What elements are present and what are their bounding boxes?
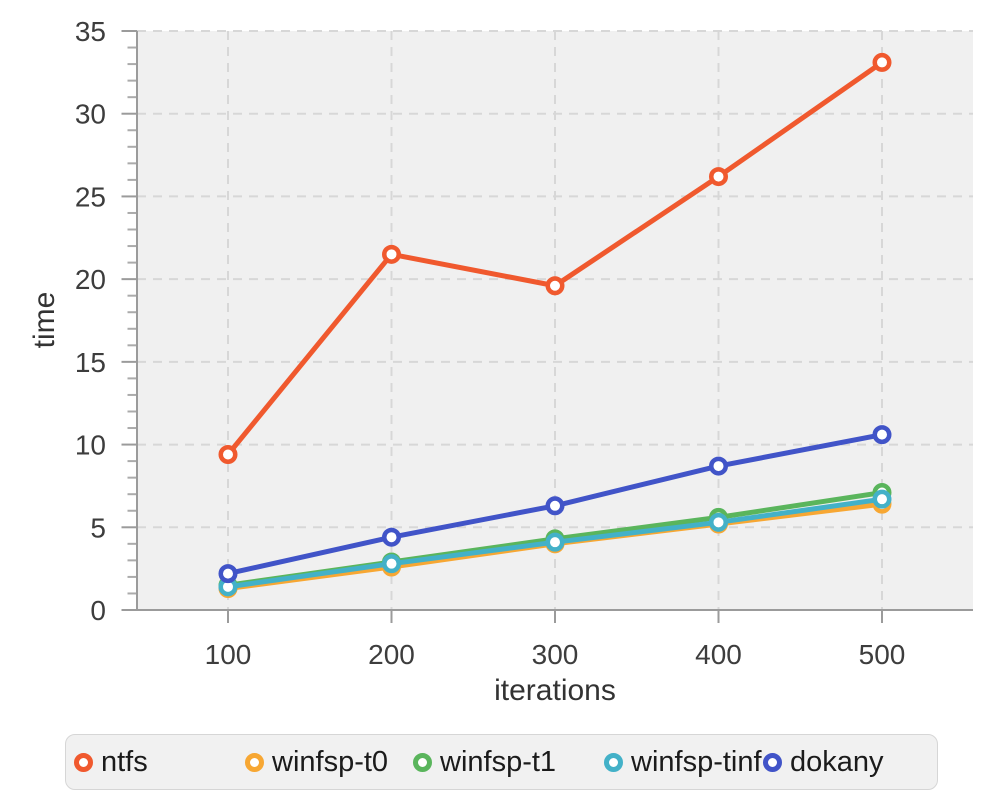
data-point-dokany-400: [709, 456, 728, 476]
data-point-winfsp-tinf-200: [382, 554, 401, 574]
y-tick-label-30: 30: [75, 99, 106, 130]
legend-label-winfsp-t0: winfsp-t0: [272, 745, 389, 778]
legend-label-dokany: dokany: [790, 745, 884, 778]
data-point-winfsp-tinf-500: [872, 489, 892, 509]
y-tick-label-5: 5: [90, 512, 106, 543]
legend-marker-dokany-icon: [763, 752, 782, 772]
line-chart-canvas: 0 5 10 15 20 25 30 35 100 200 300 400 500: [75, 16, 973, 670]
y-minor-ticks: [127, 46, 137, 595]
y-tick-label-0: 0: [90, 595, 106, 626]
legend-label-ntfs: ntfs: [101, 745, 148, 778]
y-tick-label-10: 10: [75, 430, 106, 461]
data-point-dokany-200: [382, 527, 401, 547]
y-axis-title: time: [28, 291, 61, 349]
series-dokany: [218, 425, 892, 584]
data-point-winfsp-tinf-300: [545, 532, 565, 552]
data-point-dokany-500: [872, 425, 892, 445]
legend-label-winfsp-t1: winfsp-t1: [440, 745, 557, 778]
data-point-ntfs-400: [709, 167, 728, 187]
legend-item-winfsp-t0[interactable]: winfsp-t0: [245, 735, 388, 789]
legend-marker-winfsp-t0-icon: [245, 752, 264, 772]
data-point-ntfs-200: [382, 244, 401, 264]
y-tick-label-25: 25: [75, 181, 106, 212]
x-tick-label-400: 400: [695, 639, 742, 670]
data-point-ntfs-300: [545, 276, 565, 296]
data-point-ntfs-500: [872, 52, 892, 72]
data-point-dokany-300: [545, 496, 565, 516]
legend-item-dokany[interactable]: dokany: [763, 735, 884, 789]
y-tick-label-35: 35: [75, 16, 106, 47]
y-major-ticks: [121, 30, 137, 611]
x-tick-label-500: 500: [859, 639, 906, 670]
legend-marker-winfsp-t1-icon: [413, 752, 432, 772]
legend: ntfs winfsp-t0 winfsp-t1 winfsp-tinf dokany: [65, 734, 938, 790]
x-tick-label-100: 100: [205, 639, 252, 670]
legend-item-winfsp-t1[interactable]: winfsp-t1: [413, 735, 556, 789]
x-ticks: [227, 610, 883, 623]
legend-item-ntfs[interactable]: ntfs: [74, 735, 148, 789]
series-winfsp-tinf: [218, 489, 892, 597]
data-point-winfsp-tinf-400: [709, 512, 728, 532]
series-ntfs: [218, 52, 892, 464]
x-axis-title: iterations: [494, 674, 616, 707]
legend-item-winfsp-tinf[interactable]: winfsp-tinf: [604, 735, 762, 789]
legend-label-winfsp-tinf: winfsp-tinf: [631, 745, 762, 778]
data-point-dokany-100: [218, 564, 238, 584]
x-tick-label-300: 300: [532, 639, 579, 670]
y-tick-label-15: 15: [75, 347, 106, 378]
x-tick-label-200: 200: [368, 639, 415, 670]
y-tick-label-20: 20: [75, 264, 106, 295]
data-point-ntfs-100: [218, 444, 238, 464]
axes: [136, 31, 973, 611]
legend-marker-ntfs-icon: [74, 752, 93, 772]
legend-marker-winfsp-tinf-icon: [604, 752, 623, 772]
